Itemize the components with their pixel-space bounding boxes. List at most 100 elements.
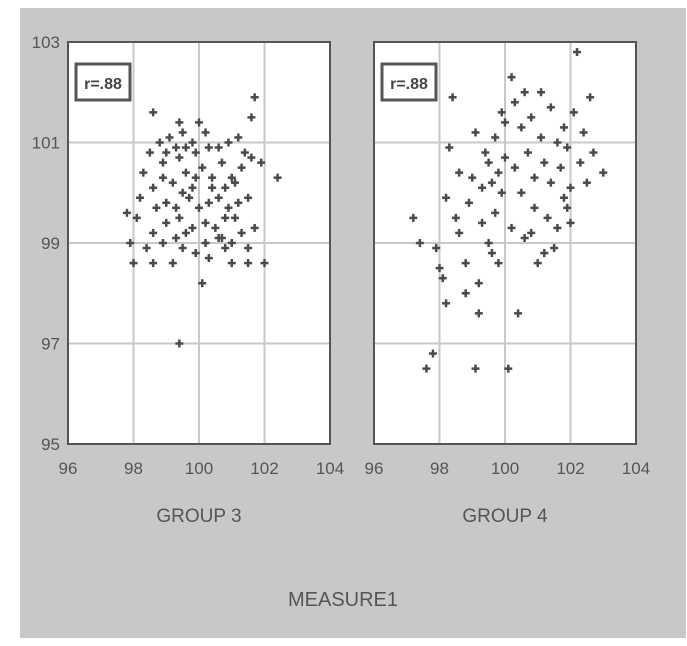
data-point: [409, 213, 418, 222]
data-point: [188, 183, 197, 192]
data-point: [491, 208, 500, 217]
y-tick-label: 103: [32, 33, 60, 52]
data-point: [559, 193, 568, 202]
y-tick-label: 99: [41, 234, 60, 253]
annotation-label: r=.88: [84, 76, 122, 93]
scatter-panel-2: 96 98 100 102 104 GROUP 4 r=.88: [365, 41, 650, 527]
data-point: [576, 158, 585, 167]
data-point: [172, 203, 181, 212]
data-point: [481, 148, 490, 157]
data-point: [132, 213, 141, 222]
data-point: [415, 239, 424, 247]
data-point: [240, 148, 249, 157]
data-point: [438, 274, 447, 283]
data-point: [178, 128, 187, 137]
data-point: [191, 249, 200, 258]
data-point: [181, 168, 190, 177]
data-point: [247, 153, 256, 162]
data-point: [247, 113, 256, 122]
data-point: [432, 244, 441, 253]
x-tick-label: 102: [556, 459, 584, 478]
data-point: [474, 279, 483, 288]
data-point: [461, 259, 470, 268]
data-point: [563, 203, 572, 212]
data-point: [550, 244, 559, 253]
data-point: [461, 289, 470, 298]
data-point: [234, 198, 243, 207]
data-point: [211, 223, 220, 232]
data-point: [520, 233, 529, 242]
data-point: [237, 228, 246, 237]
plot-frame: [67, 41, 331, 445]
data-point: [126, 239, 135, 247]
data-point: [175, 118, 184, 127]
data-point: [494, 259, 503, 268]
data-point: [504, 364, 513, 373]
annotation-label: r=.88: [390, 76, 428, 93]
x-tick-label: 100: [491, 459, 519, 478]
data-point: [149, 108, 158, 117]
data-point: [145, 148, 154, 157]
data-point: [455, 228, 464, 237]
data-point: [122, 208, 131, 217]
data-point: [158, 158, 167, 167]
data-point: [234, 133, 243, 142]
data-point: [546, 178, 555, 187]
data-point: [136, 193, 145, 202]
data-point: [172, 233, 181, 242]
data-point: [497, 188, 506, 197]
data-point: [175, 153, 184, 162]
data-point: [129, 259, 138, 268]
data-point: [224, 138, 233, 147]
data-point: [139, 168, 148, 177]
data-point: [599, 168, 608, 177]
data-point: [158, 239, 167, 247]
data-point: [540, 158, 549, 167]
data-point: [181, 143, 190, 152]
data-point: [149, 228, 158, 237]
x-axis-label: GROUP 4: [462, 506, 548, 527]
data-point: [442, 193, 451, 202]
data-point: [530, 173, 539, 182]
data-point: [162, 198, 171, 207]
data-point: [250, 93, 259, 102]
x-tick-label: 104: [316, 459, 344, 478]
data-point: [244, 259, 253, 268]
data-point: [185, 193, 194, 202]
data-point: [484, 239, 493, 247]
data-point: [260, 259, 269, 268]
data-point: [198, 279, 207, 288]
data-point: [582, 178, 591, 187]
data-point: [586, 93, 595, 102]
data-point: [204, 198, 213, 207]
data-point: [191, 148, 200, 157]
data-point: [204, 254, 213, 263]
data-point: [491, 133, 500, 142]
data-point: [563, 143, 572, 152]
data-point: [559, 123, 568, 132]
data-point: [221, 183, 230, 192]
data-point: [494, 168, 503, 177]
data-point: [257, 158, 266, 167]
data-point: [471, 364, 480, 373]
data-point: [553, 138, 562, 147]
data-point: [188, 223, 197, 232]
data-point: [517, 123, 526, 132]
data-point: [537, 88, 546, 97]
x-tick-label: 96: [59, 459, 78, 478]
data-point: [227, 239, 236, 247]
data-point: [149, 259, 158, 268]
data-point: [175, 339, 184, 348]
data-point: [540, 249, 549, 258]
data-point: [204, 143, 213, 152]
data-point: [537, 133, 546, 142]
data-point: [566, 218, 575, 227]
data-point: [514, 309, 523, 318]
data-point: [487, 249, 496, 258]
data-point: [474, 309, 483, 318]
data-point: [227, 173, 236, 182]
data-point: [517, 188, 526, 197]
data-point: [546, 103, 555, 112]
